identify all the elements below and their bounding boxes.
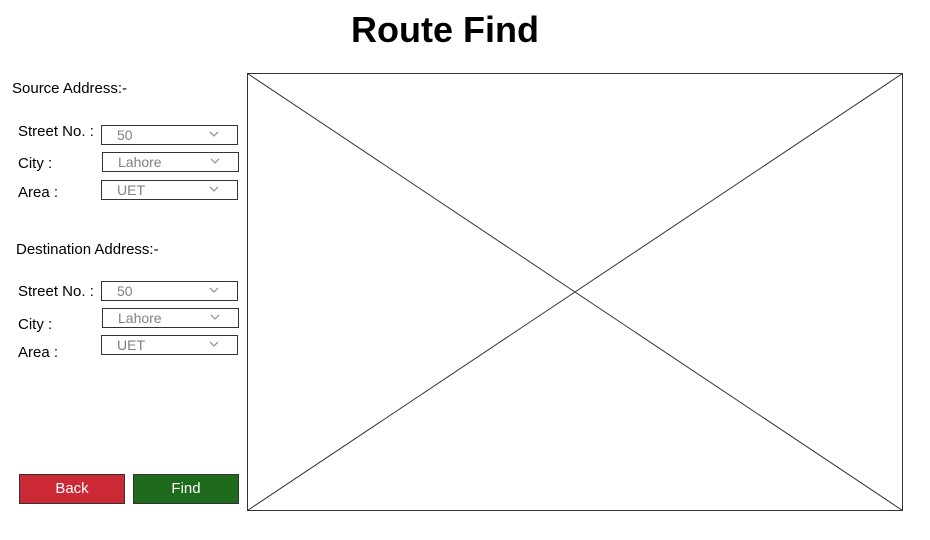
destination-city-value: Lahore: [118, 310, 162, 326]
destination-street-label: Street No. :: [18, 283, 94, 300]
chevron-down-icon: [210, 158, 220, 164]
source-area-value: UET: [117, 182, 145, 198]
destination-street-value: 50: [117, 283, 133, 299]
map-placeholder: [247, 73, 903, 511]
source-city-label: City :: [18, 155, 53, 172]
source-city-value: Lahore: [118, 154, 162, 170]
source-street-value: 50: [117, 127, 133, 143]
source-area-select[interactable]: UET: [101, 180, 238, 200]
chevron-down-icon: [209, 287, 219, 293]
page-title: Route Find: [351, 9, 539, 50]
source-city-select[interactable]: Lahore: [102, 152, 239, 172]
destination-city-select[interactable]: Lahore: [102, 308, 239, 328]
source-area-label: Area :: [18, 184, 59, 201]
destination-city-label: City :: [18, 316, 53, 333]
chevron-down-icon: [209, 131, 219, 137]
destination-area-select[interactable]: UET: [101, 335, 238, 355]
chevron-down-icon: [209, 341, 219, 347]
find-button[interactable]: Find: [133, 474, 239, 504]
source-address-heading: Source Address:-: [12, 80, 128, 97]
chevron-down-icon: [210, 314, 220, 320]
destination-area-label: Area :: [18, 344, 59, 361]
chevron-down-icon: [209, 186, 219, 192]
destination-area-value: UET: [117, 337, 145, 353]
destination-address-heading: Destination Address:-: [16, 241, 159, 258]
source-street-select[interactable]: 50: [101, 125, 238, 145]
back-button[interactable]: Back: [19, 474, 125, 504]
placeholder-diagonal-line: [247, 73, 903, 511]
source-street-label: Street No. :: [18, 123, 94, 140]
destination-street-select[interactable]: 50: [101, 281, 238, 301]
